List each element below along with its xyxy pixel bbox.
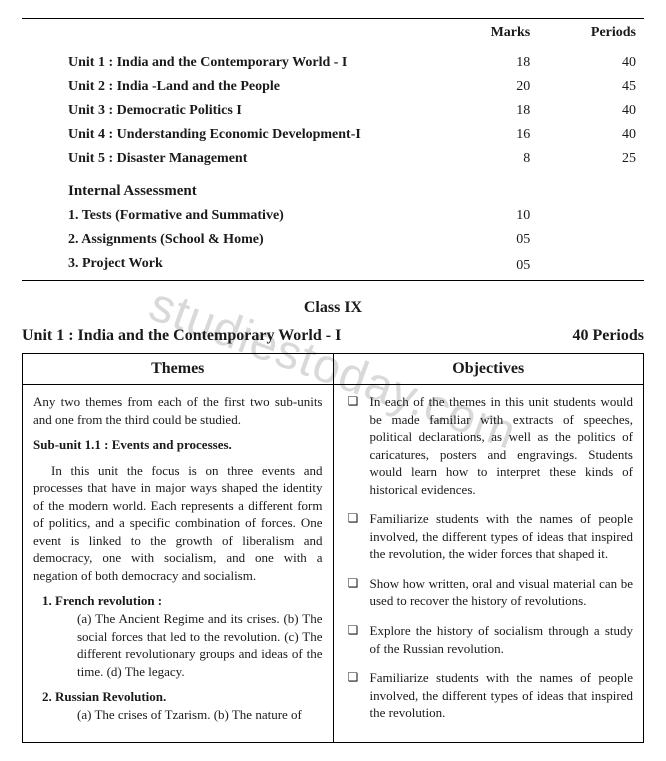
theme-item: French revolution : (a) The Ancient Regi…: [55, 592, 323, 680]
table-row: Unit 4 : Understanding Economic Developm…: [22, 123, 644, 147]
objectives-header: Objectives: [333, 354, 644, 385]
unit-marks: 18: [433, 99, 539, 123]
unit-periods: 45: [538, 75, 644, 99]
marks-periods-table: Marks Periods Unit 1 : India and the Con…: [22, 18, 644, 281]
table-row: Unit 3 : Democratic Politics I 1840: [22, 99, 644, 123]
unit-periods: 40: [538, 123, 644, 147]
col-header-marks: Marks: [433, 19, 539, 48]
unit-marks: 16: [433, 123, 539, 147]
theme-item-body: (a) The Ancient Regime and its crises. (…: [55, 610, 323, 680]
subunit-body: In this unit the focus is on three event…: [33, 462, 323, 585]
internal-marks: 10: [433, 204, 539, 228]
unit-header-row: Unit 1 : India and the Contemporary Worl…: [22, 327, 644, 345]
unit-periods: 25: [538, 147, 644, 171]
unit-periods: 40: [538, 99, 644, 123]
unit-periods: 40: [538, 47, 644, 75]
table-row: 2. Assignments (School & Home) 05: [22, 228, 644, 252]
objective-item: In each of the themes in this unit stude…: [344, 393, 634, 498]
objective-item: Show how written, oral and visual materi…: [344, 575, 634, 610]
objectives-cell: In each of the themes in this unit stude…: [333, 385, 644, 743]
theme-item-title: French revolution :: [55, 593, 162, 608]
internal-marks: 05: [433, 252, 539, 281]
themes-objectives-table: Themes Objectives Any two themes from ea…: [22, 353, 644, 743]
unit-periods-label: 40 Periods: [572, 327, 644, 345]
internal-assessment-heading-row: Internal Assessment: [22, 171, 644, 204]
col-header-unit: [22, 19, 433, 48]
internal-item: 1. Tests (Formative and Summative): [68, 208, 284, 223]
unit-name: Unit 2 : India -Land and the People: [68, 79, 280, 94]
objective-item: Familiarize students with the names of p…: [344, 669, 634, 722]
objective-item: Familiarize students with the names of p…: [344, 510, 634, 563]
internal-item: 3. Project Work: [68, 256, 163, 271]
unit-name: Unit 5 : Disaster Management: [68, 151, 247, 166]
table-row: 3. Project Work 05: [22, 252, 644, 281]
theme-item-title: Russian Revolution.: [55, 689, 166, 704]
internal-marks: 05: [433, 228, 539, 252]
themes-intro: Any two themes from each of the first tw…: [33, 393, 323, 428]
unit-name: Unit 4 : Understanding Economic Developm…: [68, 127, 361, 142]
col-header-periods: Periods: [538, 19, 644, 48]
table-row: Unit 2 : India -Land and the People 2045: [22, 75, 644, 99]
themes-cell: Any two themes from each of the first tw…: [23, 385, 334, 743]
unit-title: Unit 1 : India and the Contemporary Worl…: [22, 327, 341, 345]
unit-marks: 18: [433, 47, 539, 75]
theme-item-body: (a) The crises of Tzarism. (b) The natur…: [55, 706, 323, 724]
table-row: Unit 1 : India and the Contemporary Worl…: [22, 47, 644, 75]
theme-item: Russian Revolution. (a) The crises of Tz…: [55, 688, 323, 723]
unit-name: Unit 1 : India and the Contemporary Worl…: [68, 55, 347, 70]
subunit-heading: Sub-unit 1.1 : Events and processes.: [33, 437, 232, 452]
unit-name: Unit 3 : Democratic Politics I: [68, 103, 242, 118]
objective-item: Explore the history of socialism through…: [344, 622, 634, 657]
internal-assessment-heading: Internal Assessment: [22, 171, 433, 204]
unit-marks: 8: [433, 147, 539, 171]
unit-marks: 20: [433, 75, 539, 99]
table-row: Unit 5 : Disaster Management 825: [22, 147, 644, 171]
class-heading: Class IX: [22, 299, 644, 317]
table-row: 1. Tests (Formative and Summative) 10: [22, 204, 644, 228]
internal-item: 2. Assignments (School & Home): [68, 232, 264, 247]
themes-header: Themes: [23, 354, 334, 385]
